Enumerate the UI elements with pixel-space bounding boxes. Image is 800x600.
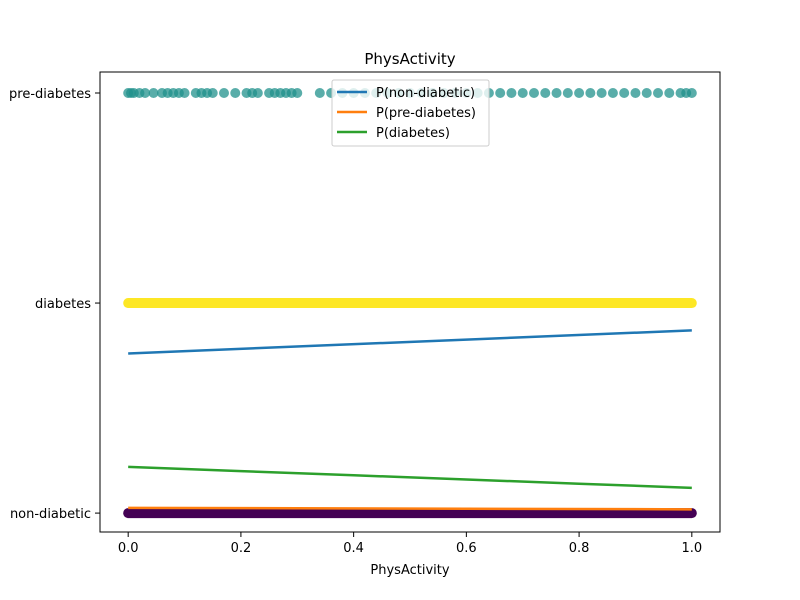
x-tick-label: 0.8: [569, 541, 590, 556]
x-tick-label: 0.2: [231, 541, 252, 556]
scatter-point-pre-diabetes: [140, 88, 151, 99]
y-tick-label: diabetes: [35, 297, 91, 312]
plot-area: [123, 88, 697, 519]
series-line-P(diabetes): [128, 465, 692, 490]
scatter-point-pre-diabetes: [641, 88, 652, 99]
scatter-point-pre-diabetes: [619, 88, 630, 99]
scatter-point-pre-diabetes: [179, 88, 190, 99]
plot-frame: [99, 71, 721, 533]
scatter-point-pre-diabetes: [314, 88, 325, 99]
legend-label: P(diabetes): [376, 126, 450, 141]
scatter-point-pre-diabetes: [562, 88, 573, 99]
scatter-point-pre-diabetes: [551, 88, 562, 99]
legend: P(non-diabetic) P(pre-diabetes) P(diabetes…: [331, 79, 490, 147]
scatter-point-pre-diabetes: [664, 88, 675, 99]
x-axis-label: PhysActivity: [370, 563, 449, 578]
scatter-point-pre-diabetes: [630, 88, 641, 99]
x-tick-label: 0.0: [118, 541, 139, 556]
scatter-point-pre-diabetes: [686, 88, 697, 99]
scatter-point-pre-diabetes: [607, 88, 618, 99]
scatter-point-pre-diabetes: [596, 88, 607, 99]
x-tick-label: 0.4: [343, 541, 364, 556]
scatter-point-pre-diabetes: [506, 88, 517, 99]
scatter-point-pre-diabetes: [529, 88, 539, 99]
scatter-point-pre-diabetes: [585, 88, 596, 99]
scatter-point-pre-diabetes: [207, 88, 218, 99]
y-axis: non-diabetic diabetes pre-diabetes: [9, 87, 100, 522]
scatter-point-pre-diabetes: [219, 88, 229, 99]
chart-title: PhysActivity: [364, 50, 455, 68]
y-tick-label: pre-diabetes: [9, 87, 91, 102]
x-tick-label: 0.6: [456, 541, 477, 556]
x-axis: 0.0 0.2 0.4 0.6 0.8 1.0: [118, 532, 702, 556]
scatter-point-pre-diabetes: [495, 88, 506, 99]
scatter-point-pre-diabetes: [574, 88, 585, 99]
scatter-point-pre-diabetes: [230, 88, 241, 99]
scatter-point-pre-diabetes: [148, 88, 159, 99]
legend-label: P(non-diabetic): [376, 86, 475, 101]
x-tick-label: 1.0: [681, 541, 702, 556]
scatter-point-pre-diabetes: [252, 88, 263, 99]
legend-label: P(pre-diabetes): [376, 106, 476, 121]
legend-box: [331, 79, 490, 147]
y-tick-label: non-diabetic: [10, 507, 91, 522]
scatter-point-pre-diabetes: [653, 88, 663, 99]
series-line-P(pre-diabetes): [128, 506, 692, 511]
scatter-point-pre-diabetes: [292, 88, 303, 99]
scatter-point-pre-diabetes: [540, 88, 551, 99]
scatter-point-pre-diabetes: [517, 88, 528, 99]
series-line-P(non-diabetic): [128, 329, 692, 355]
